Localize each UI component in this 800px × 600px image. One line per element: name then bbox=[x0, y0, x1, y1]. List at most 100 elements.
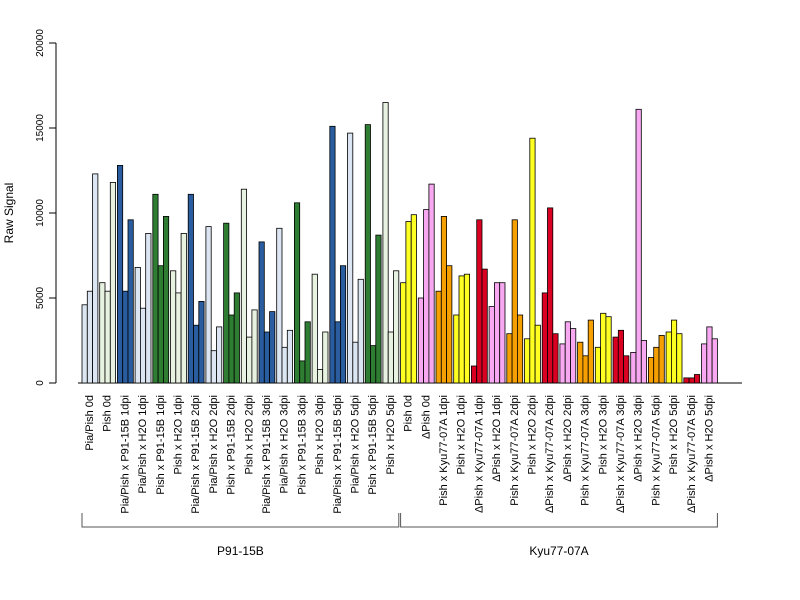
group-bracket bbox=[400, 513, 718, 528]
bar bbox=[322, 331, 329, 384]
category-label: ΔPish x Kyu77-07A 1dpi bbox=[473, 395, 485, 513]
category-label: ΔPish 0d bbox=[420, 395, 432, 439]
bar bbox=[665, 331, 672, 384]
bar bbox=[612, 336, 619, 384]
bar bbox=[382, 102, 389, 384]
bar bbox=[352, 341, 359, 384]
category-label: Pish x Kyu77-07A 5dpi bbox=[650, 395, 662, 506]
bar bbox=[499, 282, 506, 384]
bar bbox=[630, 351, 637, 384]
bar bbox=[481, 268, 488, 384]
bar bbox=[134, 266, 141, 384]
bar bbox=[671, 319, 678, 384]
bar bbox=[476, 219, 483, 384]
bar bbox=[694, 374, 701, 384]
bar bbox=[216, 326, 223, 384]
bar bbox=[393, 270, 400, 384]
bar bbox=[423, 209, 430, 384]
bar bbox=[524, 338, 531, 384]
bar bbox=[145, 232, 152, 384]
category-label: Pish x P91-15B 1dpi bbox=[155, 395, 167, 495]
bar bbox=[109, 181, 117, 384]
bar bbox=[600, 312, 607, 384]
bar bbox=[364, 124, 371, 384]
bar bbox=[511, 219, 518, 384]
bar bbox=[104, 290, 111, 384]
bar bbox=[293, 202, 301, 384]
bar bbox=[587, 319, 594, 384]
group-label: P91-15B bbox=[217, 544, 264, 558]
bar bbox=[258, 241, 265, 384]
bar bbox=[117, 164, 124, 384]
bar bbox=[410, 214, 417, 384]
bar bbox=[493, 282, 501, 384]
bar bbox=[688, 377, 695, 384]
group-label: Kyu77-07A bbox=[529, 544, 588, 558]
bar bbox=[81, 304, 88, 384]
category-label: Pish x H2O 2dpi bbox=[526, 395, 538, 474]
bar bbox=[405, 221, 412, 384]
bar bbox=[676, 333, 683, 384]
y-tick-label: 0 bbox=[35, 380, 46, 386]
bar bbox=[193, 324, 200, 384]
bar bbox=[417, 297, 424, 384]
bar bbox=[223, 222, 230, 384]
bar bbox=[334, 321, 341, 384]
category-label: Pia/Pish x H2O 1dpi bbox=[137, 395, 149, 493]
category-label: Pish 0d bbox=[102, 395, 114, 432]
bar bbox=[246, 336, 253, 384]
bar bbox=[240, 188, 248, 384]
bar bbox=[623, 355, 630, 384]
bar bbox=[281, 346, 288, 384]
category-label: Pish x H2O 1dpi bbox=[172, 395, 184, 474]
bar bbox=[92, 173, 99, 384]
bar bbox=[210, 350, 217, 384]
bar bbox=[529, 137, 536, 384]
bar bbox=[387, 331, 394, 384]
bar bbox=[428, 183, 435, 384]
bar bbox=[683, 377, 690, 384]
bar bbox=[605, 316, 612, 384]
category-label: Pia/Pish x P91-15B 3dpi bbox=[261, 395, 273, 514]
bar bbox=[440, 215, 447, 384]
bar bbox=[453, 314, 460, 384]
bar bbox=[357, 278, 364, 384]
bar bbox=[180, 232, 187, 384]
bar bbox=[152, 193, 159, 384]
y-tick-label: 5000 bbox=[35, 286, 46, 309]
bar bbox=[276, 227, 283, 384]
category-label: Pish x H2O 3dpi bbox=[597, 395, 609, 474]
bar bbox=[286, 329, 293, 384]
bar bbox=[228, 314, 235, 384]
category-label: ΔPish x H2O 2dpi bbox=[562, 395, 574, 482]
category-label: Pish x H2O 1dpi bbox=[456, 395, 468, 474]
category-label: Pish x Kyu77-07A 3dpi bbox=[580, 395, 592, 506]
category-label: ΔPish x H2O 1dpi bbox=[491, 395, 503, 482]
bar bbox=[653, 346, 660, 384]
bar bbox=[162, 215, 170, 384]
bar bbox=[175, 292, 182, 384]
bar bbox=[311, 273, 318, 384]
bar bbox=[435, 290, 442, 384]
bar bbox=[400, 282, 407, 384]
category-label: Pish x H2O 2dpi bbox=[243, 395, 255, 474]
bar bbox=[458, 275, 465, 384]
bar bbox=[269, 311, 276, 384]
bar bbox=[316, 368, 324, 384]
bar bbox=[122, 290, 129, 384]
category-label: Pish x P91-15B 2dpi bbox=[226, 395, 238, 495]
category-label: ΔPish x H2O 5dpi bbox=[703, 395, 715, 482]
bar bbox=[488, 306, 495, 384]
y-axis-title: Raw Signal bbox=[2, 183, 16, 244]
bar bbox=[463, 273, 470, 384]
bar bbox=[370, 345, 377, 384]
bar bbox=[470, 365, 478, 384]
bar bbox=[577, 341, 584, 384]
category-label: Pia/Pish x P91-15B 2dpi bbox=[190, 395, 202, 514]
category-label: Pia/Pish x P91-15B 5dpi bbox=[332, 395, 344, 514]
bars-layer bbox=[81, 102, 718, 384]
bar bbox=[304, 321, 311, 384]
category-label: Pish x Kyu77-07A 2dpi bbox=[509, 395, 521, 506]
category-label: Pia/Pish x H2O 5dpi bbox=[349, 395, 361, 493]
bar bbox=[701, 343, 708, 384]
